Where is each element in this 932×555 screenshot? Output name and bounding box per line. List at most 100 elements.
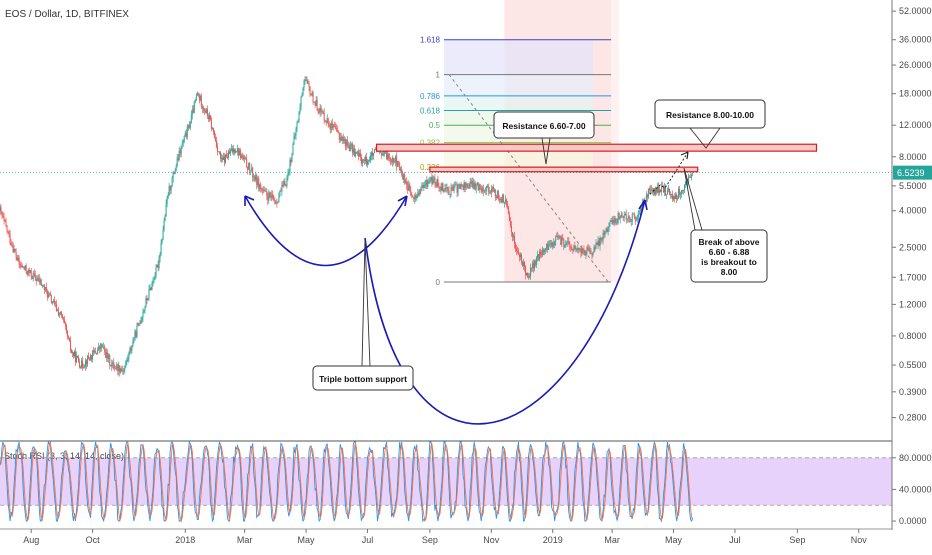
- candle-body: [494, 189, 496, 197]
- candle-body: [608, 223, 610, 228]
- candle-body: [273, 199, 275, 201]
- candle-body: [637, 212, 639, 218]
- time-tick-label: 2019: [543, 535, 563, 545]
- candle-body: [451, 187, 453, 188]
- candle-body: [294, 135, 296, 137]
- candle-body: [48, 293, 50, 295]
- fib-level-label: 0.382: [420, 139, 441, 148]
- candle-body: [402, 173, 404, 180]
- candle-body: [556, 236, 558, 237]
- time-tick-label: Nov: [483, 535, 500, 545]
- candle-body: [344, 139, 346, 147]
- candle-body: [365, 157, 367, 165]
- candle-body: [3, 216, 5, 220]
- callout-breakout-text: 6.60 - 6.88: [709, 247, 750, 257]
- candle-body: [357, 151, 359, 157]
- candle-body: [81, 360, 83, 368]
- candle-body: [233, 148, 235, 153]
- candle-body: [470, 181, 472, 184]
- candle-body: [154, 276, 156, 280]
- fib-band: [443, 95, 593, 111]
- candle-body: [60, 312, 62, 315]
- candle-body: [674, 196, 676, 199]
- candle-body: [192, 109, 194, 113]
- candle-body: [150, 287, 152, 291]
- candle-body: [159, 254, 161, 258]
- candle-body: [76, 355, 78, 363]
- callout-breakout-text: Break of above: [699, 237, 760, 247]
- candle-body: [399, 163, 401, 171]
- candle-body: [258, 178, 260, 190]
- candle-body: [210, 120, 212, 129]
- candle-body: [121, 368, 123, 370]
- overlays[interactable]: Resistance 6.60-7.00 Resistance 8.00-10.0…: [0, 99, 892, 425]
- candle-body: [564, 246, 566, 248]
- candle-body: [462, 185, 464, 190]
- candle-body: [405, 181, 407, 183]
- candle-body: [179, 150, 181, 154]
- candle-body: [594, 247, 596, 249]
- candle-body: [264, 190, 266, 192]
- candle-body: [619, 217, 621, 219]
- candle-body: [395, 156, 397, 163]
- candle-body: [129, 348, 131, 353]
- candle-body: [488, 191, 490, 193]
- candle-body: [587, 247, 589, 249]
- candle-body: [523, 262, 525, 266]
- candle-body: [202, 108, 204, 110]
- candle-body: [184, 132, 186, 136]
- candle-body: [586, 247, 588, 252]
- candle-body: [692, 174, 694, 176]
- candle-body: [543, 249, 545, 253]
- candle-body: [607, 227, 609, 233]
- candle-body: [177, 157, 179, 161]
- candle-body: [658, 189, 660, 193]
- resistance-zone-1: [429, 166, 699, 173]
- price-tick-label: 5.5000: [899, 181, 927, 191]
- candle-body: [201, 106, 203, 109]
- time-tick-label: May: [665, 535, 683, 545]
- candle-body: [609, 221, 611, 224]
- candle-body: [411, 195, 413, 197]
- candle-body: [631, 213, 633, 222]
- candle-body: [143, 309, 145, 313]
- callout-breakout-text: 8.00: [721, 267, 738, 277]
- candle-body: [134, 331, 136, 341]
- candle-body: [313, 101, 315, 103]
- arc-arrow-left: [244, 195, 255, 206]
- breakout-path: [649, 151, 689, 195]
- candle-body: [52, 300, 54, 303]
- candle-body: [425, 179, 427, 185]
- candle-body: [384, 151, 386, 154]
- candle-body: [131, 346, 133, 351]
- time-tick-label: Aug: [23, 535, 39, 545]
- candle-body: [348, 146, 350, 152]
- candle-body: [455, 184, 457, 186]
- candle-body: [529, 275, 531, 278]
- candle-body: [409, 184, 411, 191]
- candle-body: [28, 269, 30, 273]
- candle-body: [243, 156, 245, 159]
- candle-body: [135, 331, 137, 338]
- candle-body: [505, 199, 507, 204]
- candle-body: [94, 351, 96, 353]
- candle-body: [424, 184, 426, 187]
- candle-body: [626, 218, 628, 220]
- candle-body: [350, 144, 352, 146]
- candle-body: [11, 245, 13, 247]
- candle-body: [244, 157, 246, 159]
- candle-body: [358, 153, 360, 157]
- candle-body: [684, 184, 686, 190]
- candle-body: [105, 351, 107, 359]
- candle-body: [282, 184, 284, 186]
- candle-body: [279, 190, 281, 197]
- candle-body: [116, 364, 118, 369]
- current-price-badge: [893, 165, 932, 180]
- candle-body: [515, 247, 517, 251]
- candle-body: [474, 183, 476, 190]
- candle-body: [568, 241, 570, 245]
- candle-body: [149, 287, 151, 290]
- candle-body: [435, 184, 437, 187]
